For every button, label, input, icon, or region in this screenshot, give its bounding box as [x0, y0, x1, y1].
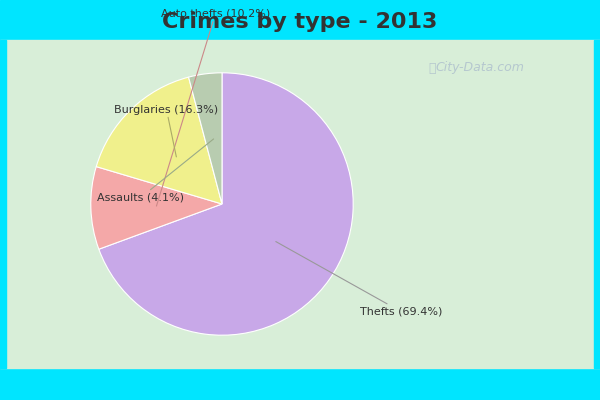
Wedge shape	[96, 77, 222, 204]
Text: City-Data.com: City-Data.com	[436, 62, 524, 74]
Wedge shape	[91, 167, 222, 249]
Text: Burglaries (16.3%): Burglaries (16.3%)	[115, 104, 218, 157]
Text: Thefts (69.4%): Thefts (69.4%)	[276, 242, 442, 316]
Bar	[594, 40, 600, 368]
Bar	[0, 40, 600, 368]
Text: ⓘ: ⓘ	[428, 62, 436, 74]
Bar	[0, 0, 600, 40]
Text: Assaults (4.1%): Assaults (4.1%)	[97, 139, 214, 202]
Bar	[0, 368, 600, 400]
Wedge shape	[188, 73, 222, 204]
Text: Auto thefts (10.2%): Auto thefts (10.2%)	[157, 9, 270, 206]
Text: Crimes by type - 2013: Crimes by type - 2013	[163, 12, 437, 32]
Wedge shape	[99, 73, 353, 335]
Bar	[0, 40, 6, 368]
